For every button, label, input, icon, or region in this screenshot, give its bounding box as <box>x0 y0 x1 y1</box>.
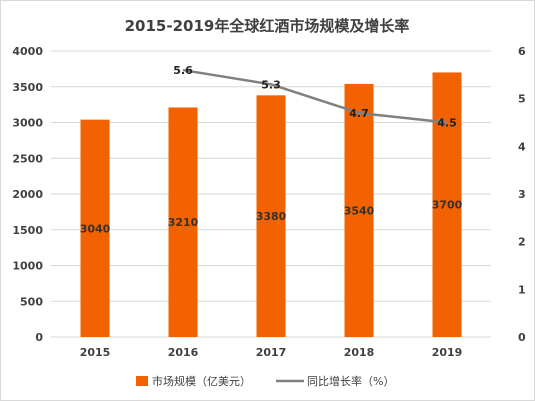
left-y-axis: 0 500 1000 1500 2000 2500 3000 3500 4000 <box>12 45 43 344</box>
legend: 市场规模（亿美元） 同比增长率（%） <box>136 374 394 388</box>
x-tick-label: 2015 <box>80 346 111 359</box>
right-y-tick-label: 2 <box>518 236 526 249</box>
left-y-tick-label: 1500 <box>12 224 43 237</box>
legend-line-label: 同比增长率（%） <box>307 374 394 388</box>
bar <box>80 119 110 337</box>
growth-rate-line <box>182 68 448 124</box>
bar <box>256 95 286 337</box>
left-y-tick-label: 3000 <box>12 117 43 130</box>
x-tick-label: 2016 <box>168 346 199 359</box>
line-data-label: 4.7 <box>349 107 369 120</box>
right-y-tick-label: 5 <box>518 93 526 106</box>
bar-data-label: 3040 <box>80 222 111 235</box>
x-tick-label: 2019 <box>432 346 463 359</box>
x-tick-label: 2018 <box>344 346 375 359</box>
x-tick-label: 2017 <box>256 346 287 359</box>
chart-title: 2015-2019年全球红酒市场规模及增长率 <box>125 17 410 35</box>
bar-data-label: 3700 <box>432 199 463 212</box>
right-y-tick-label: 0 <box>518 331 526 344</box>
legend-bar-swatch <box>136 376 148 386</box>
line-series: 5.6 5.3 4.7 4.5 <box>173 64 457 129</box>
right-y-tick-label: 6 <box>518 45 526 58</box>
bar-data-label: 3380 <box>256 210 287 223</box>
bar-data-label: 3540 <box>344 204 375 217</box>
right-y-tick-label: 4 <box>518 140 526 153</box>
left-y-tick-label: 0 <box>35 331 43 344</box>
line-data-label: 5.3 <box>261 78 281 91</box>
line-data-label: 4.5 <box>437 117 457 130</box>
legend-bar-label: 市场规模（亿美元） <box>152 374 251 388</box>
line-data-label: 5.6 <box>173 64 193 77</box>
bar-data-label: 3210 <box>168 216 199 229</box>
right-y-axis: 0 1 2 3 4 5 6 <box>518 45 526 344</box>
left-y-tick-label: 2000 <box>12 188 43 201</box>
right-y-tick-label: 1 <box>518 283 526 296</box>
left-y-tick-label: 500 <box>20 295 43 308</box>
bar-series: 3040 3210 3380 3540 3700 <box>80 72 463 337</box>
bar <box>344 83 374 337</box>
left-y-tick-label: 2500 <box>12 152 43 165</box>
left-y-tick-label: 4000 <box>12 45 43 58</box>
left-y-tick-label: 3500 <box>12 81 43 94</box>
left-y-tick-label: 1000 <box>12 260 43 273</box>
bar <box>432 72 462 337</box>
right-y-tick-label: 3 <box>518 188 526 201</box>
bar <box>168 107 198 337</box>
x-axis: 2015 2016 2017 2018 2019 <box>80 346 463 359</box>
